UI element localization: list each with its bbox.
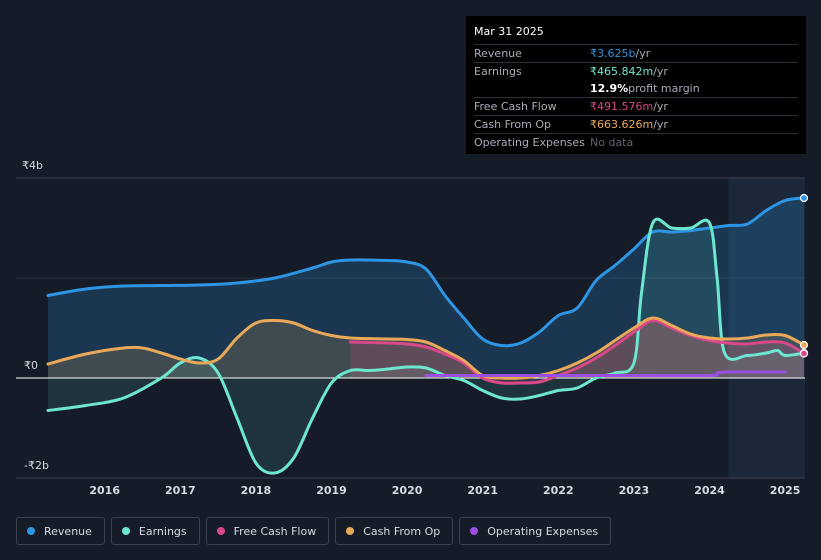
x-tick-2017: 2017 — [164, 484, 196, 497]
tooltip-label: Free Cash Flow — [474, 100, 557, 113]
tooltip-unit: /yr — [653, 65, 668, 78]
legend-item-free-cash-flow[interactable]: Free Cash Flow — [205, 517, 330, 545]
tooltip-value: ₹491.576m — [590, 100, 654, 113]
tooltip: Mar 31 2025 Revenue ₹3.625b /yr Earnings ₹4… — [466, 16, 806, 154]
tooltip-label: Earnings — [474, 65, 522, 78]
legend-label: Free Cash Flow — [233, 524, 317, 538]
tooltip-row: Earnings ₹465.842m /yr — [474, 62, 798, 80]
free-cash-flow-end-point — [799, 349, 809, 358]
x-tick-2023: 2023 — [618, 484, 650, 497]
tooltip-value: ₹3.625b — [590, 47, 636, 60]
legend-label: Earnings — [138, 524, 187, 538]
tooltip-row: 12.9% profit margin — [474, 80, 798, 97]
tooltip-unit: profit margin — [628, 82, 700, 95]
x-tick-2024: 2024 — [694, 484, 725, 497]
legend-item-operating-expenses[interactable]: Operating Expenses — [459, 517, 612, 545]
legend-item-cash-from-op[interactable]: Cash From Op — [335, 517, 454, 545]
legend-dot-icon — [470, 527, 479, 535]
x-tick-2016: 2016 — [89, 484, 120, 497]
x-tick-2019: 2019 — [316, 484, 347, 497]
legend: Revenue Earnings Free Cash Flow Cash From O… — [16, 517, 612, 545]
tooltip-row: Revenue ₹3.625b /yr — [474, 44, 798, 62]
legend-item-earnings[interactable]: Earnings — [110, 517, 200, 545]
earnings-area — [48, 219, 804, 474]
cash-from-op-line — [46, 316, 806, 380]
tooltip-value: ₹465.842m — [590, 65, 654, 78]
tooltip-label — [474, 80, 590, 97]
revenue-area — [48, 198, 804, 378]
tooltip-label: Revenue — [474, 47, 522, 60]
tooltip-unit: /yr — [635, 47, 651, 60]
cash-from-op-end-point — [799, 340, 809, 350]
tooltip-value: ₹663.626m — [590, 118, 654, 131]
free-cash-flow-line — [348, 318, 806, 385]
tooltip-label: Cash From Op — [474, 118, 552, 131]
tooltip-value: No data — [590, 136, 634, 149]
x-tick-2021: 2021 — [467, 484, 498, 497]
tooltip-row: Operating Expenses No data — [474, 133, 798, 151]
legend-label: Operating Expenses — [487, 524, 599, 538]
tooltip-row: Free Cash Flow ₹491.576m /yr — [474, 97, 798, 115]
legend-label: Revenue — [44, 524, 92, 538]
earnings-line — [46, 217, 806, 475]
y-tick-zero: ₹0 — [24, 359, 38, 372]
x-tick-2025: 2025 — [769, 484, 801, 497]
operating-expenses-line — [424, 370, 787, 378]
legend-dot-icon — [27, 527, 35, 535]
y-tick-bottom: -₹2b — [24, 459, 49, 472]
tooltip-label: Operating Expenses — [474, 136, 585, 149]
tooltip-value: 12.9% — [590, 82, 629, 95]
x-tick-2020: 2020 — [391, 484, 423, 497]
forecast-region — [728, 178, 805, 478]
legend-item-revenue[interactable]: Revenue — [16, 517, 105, 545]
revenue-end-point — [799, 193, 809, 203]
legend-dot-icon — [121, 527, 130, 535]
tooltip-unit: /yr — [653, 118, 668, 131]
x-tick-2022: 2022 — [542, 484, 574, 497]
tooltip-row: Cash From Op ₹663.626m /yr — [474, 115, 798, 133]
y-tick-top: ₹4b — [22, 159, 43, 172]
legend-label: Cash From Op — [363, 524, 441, 538]
x-tick-2018: 2018 — [240, 484, 272, 497]
legend-dot-icon — [346, 527, 355, 535]
tooltip-unit: /yr — [653, 100, 668, 113]
tooltip-date: Mar 31 2025 — [474, 25, 544, 38]
revenue-line — [46, 196, 806, 348]
legend-dot-icon — [216, 527, 225, 535]
